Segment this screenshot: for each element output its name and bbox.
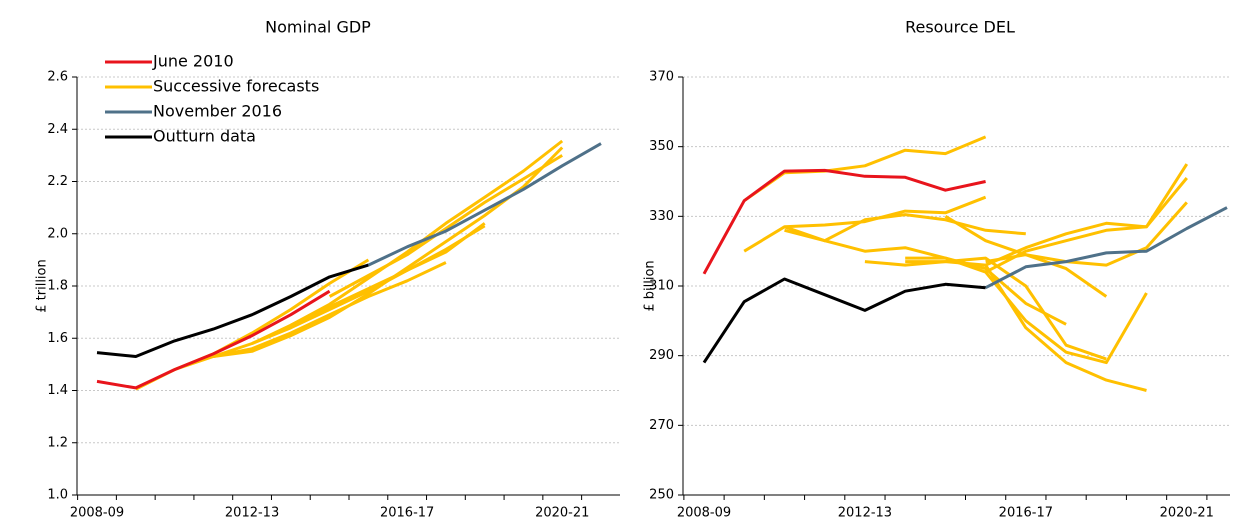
forecast-line (944, 215, 1108, 298)
x-tick-label: 2020-21 (1160, 506, 1214, 521)
x-tick-label: 2012-13 (838, 506, 892, 521)
y-tick-label: 270 (649, 418, 674, 433)
y-tick-label: 1.2 (47, 435, 68, 450)
forecast-line (905, 260, 1147, 392)
legend-label: Outturn data (153, 127, 256, 146)
y-tick-label: 310 (649, 279, 674, 294)
series-line (984, 206, 1228, 290)
series-line (96, 289, 331, 390)
y-tick-label: 350 (649, 139, 674, 154)
forecast-line (174, 139, 564, 372)
forecast-line (784, 228, 1067, 326)
legend-label: June 2010 (152, 52, 234, 71)
series-line (367, 142, 602, 267)
forecast-line (985, 201, 1188, 267)
forecast-line (328, 154, 563, 298)
forecast-line (251, 224, 486, 345)
y-tick-label: 370 (649, 70, 674, 85)
y-tick-label: 2.2 (47, 174, 68, 189)
y-tick-label: 1.6 (47, 331, 68, 346)
forecast-line (864, 256, 1107, 361)
series-line (96, 263, 369, 358)
y-tick-label: 330 (649, 209, 674, 224)
chart-title: Resource DEL (905, 18, 1015, 37)
y-tick-label: 250 (649, 488, 674, 503)
forecast-line (213, 261, 447, 358)
y-axis-label: £ billion (643, 260, 658, 311)
y-tick-label: 2.6 (47, 70, 68, 85)
y-axis-label: £ trillion (35, 259, 50, 313)
x-tick-label: 2012-13 (225, 506, 279, 521)
x-tick-label: 2016-17 (999, 506, 1053, 521)
y-tick-label: 1.0 (47, 488, 68, 503)
y-tick-label: 1.8 (47, 279, 68, 294)
y-tick-label: 1.4 (47, 383, 68, 398)
legend-label: Successive forecasts (153, 77, 319, 96)
x-tick-label: 2008-09 (677, 506, 731, 521)
y-tick-label: 2.0 (47, 226, 68, 241)
x-tick-label: 2016-17 (380, 506, 434, 521)
chart-title: Nominal GDP (265, 18, 371, 37)
y-tick-label: 290 (649, 348, 674, 363)
forecast-line (290, 222, 486, 327)
forecast-line (784, 213, 1026, 243)
y-tick-label: 2.4 (47, 122, 68, 137)
forecast-line (905, 256, 1148, 365)
x-tick-label: 2008-09 (70, 506, 124, 521)
legend-label: November 2016 (153, 102, 282, 121)
series-line (702, 168, 986, 275)
series-line (702, 277, 986, 364)
forecast-line (743, 195, 987, 253)
forecast-line (985, 177, 1188, 267)
x-tick-label: 2020-21 (535, 506, 589, 521)
